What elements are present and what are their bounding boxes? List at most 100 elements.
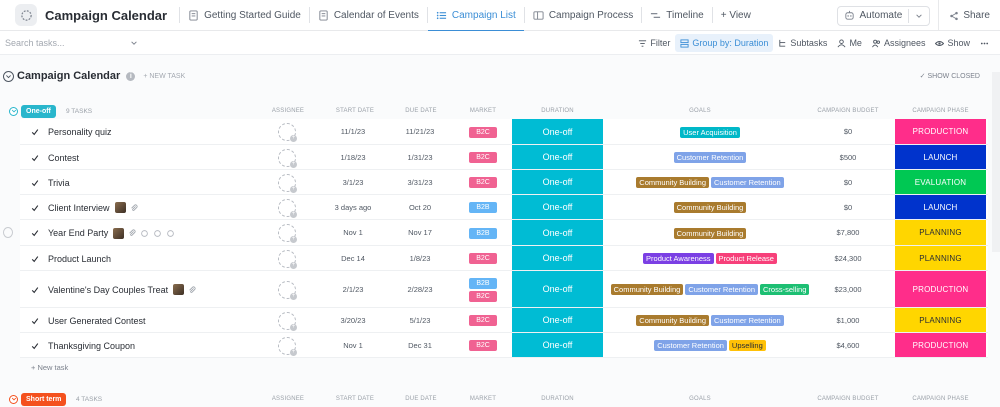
goals-cell[interactable]: Community Building Customer Retention Cros… — [610, 273, 810, 306]
attachment-thumbnail[interactable] — [114, 202, 126, 213]
goals-cell[interactable]: Product Awareness Product Release — [610, 248, 810, 269]
goal-tag[interactable]: Community Building — [636, 177, 709, 188]
paperclip-icon[interactable] — [130, 203, 138, 212]
column-header-start-date[interactable]: START DATE — [335, 396, 375, 402]
duration-cell[interactable]: One-off — [512, 119, 603, 144]
due-date[interactable]: 5/1/23 — [409, 315, 431, 325]
more-options-button[interactable] — [975, 34, 1000, 52]
campaign-budget[interactable]: $500 — [839, 152, 857, 162]
share-button[interactable]: Share — [938, 0, 1000, 31]
duration-cell[interactable]: One-off — [512, 170, 603, 194]
checkmark-icon[interactable] — [31, 154, 39, 162]
duration-cell[interactable]: One-off — [512, 145, 603, 169]
checkmark-icon[interactable] — [31, 179, 39, 187]
table-row[interactable]: Contest 1/18/23 1/31/23 B2C One-off Customer … — [20, 145, 988, 170]
market-tag[interactable]: B2C — [469, 126, 497, 138]
duration-cell[interactable]: One-off — [512, 308, 603, 332]
due-date[interactable]: Nov 17 — [408, 228, 432, 237]
start-date[interactable]: 11/1/23 — [340, 127, 366, 136]
column-header-duration[interactable]: DURATION — [541, 108, 574, 114]
due-date[interactable]: 11/21/23 — [405, 127, 435, 136]
goals-cell[interactable]: Customer Retention Upselling — [610, 335, 810, 356]
campaign-phase[interactable]: LAUNCH — [895, 195, 986, 219]
checkmark-icon[interactable] — [31, 342, 39, 350]
row-action-icon[interactable] — [166, 229, 175, 238]
campaign-budget[interactable]: $24,300 — [834, 253, 862, 263]
due-date[interactable]: 1/31/23 — [407, 152, 433, 162]
market-tag[interactable]: B2B — [469, 227, 497, 239]
task-name-cell[interactable]: Client Interview — [48, 202, 138, 214]
start-date[interactable]: 2/1/23 — [342, 284, 364, 294]
checkmark-icon[interactable] — [31, 204, 39, 212]
column-header-goals[interactable]: GOALS — [689, 396, 711, 402]
column-header-market[interactable]: MARKET — [469, 108, 497, 114]
market-tag[interactable]: B2C — [469, 253, 497, 264]
checkmark-icon[interactable] — [31, 255, 39, 263]
goal-tag[interactable]: Customer Retention — [654, 340, 727, 351]
collapse-list-button[interactable] — [3, 70, 14, 82]
filter-button[interactable]: Filter — [633, 34, 675, 52]
task-name-cell[interactable]: Personality quiz — [48, 126, 112, 138]
duration-cell[interactable]: One-off — [512, 195, 603, 219]
campaign-phase[interactable]: PLANNING — [895, 308, 986, 332]
goal-tag[interactable]: Community Building — [673, 227, 747, 239]
assignee-avatar[interactable] — [278, 311, 297, 331]
task-name[interactable]: Contest — [48, 152, 80, 163]
row-action-icon[interactable] — [140, 229, 149, 238]
goals-cell[interactable]: Community Building Customer Retention — [610, 310, 810, 331]
start-date[interactable]: 3 days ago — [334, 202, 372, 212]
goal-tag[interactable]: Product Awareness — [643, 253, 714, 264]
scrollbar[interactable] — [992, 72, 1000, 252]
task-name[interactable]: Product Launch — [48, 253, 112, 264]
column-header-assignee[interactable]: ASSIGNEE — [271, 396, 305, 402]
row-action-icon[interactable] — [153, 229, 162, 238]
market-tag[interactable]: B2C — [469, 315, 497, 326]
app-title[interactable]: Campaign Calendar — [45, 7, 168, 23]
chevron-down-icon[interactable] — [915, 12, 923, 20]
show-button[interactable]: Show — [930, 34, 975, 52]
duration-cell[interactable]: One-off — [512, 333, 603, 357]
campaign-budget[interactable]: $0 — [843, 177, 853, 187]
goal-tag[interactable]: Community Building — [673, 202, 747, 213]
goal-tag[interactable]: Community Building — [610, 284, 684, 295]
due-date[interactable]: Oct 20 — [408, 202, 432, 212]
group-badge[interactable]: Short term — [21, 392, 67, 406]
task-name-cell[interactable]: Year End Party — [48, 227, 175, 239]
column-header-goals[interactable]: GOALS — [689, 108, 711, 114]
market-tag[interactable]: B2C — [469, 340, 497, 351]
campaign-phase[interactable]: EVALUATION — [895, 170, 986, 194]
task-name-cell[interactable]: Thanksgiving Coupon — [48, 340, 135, 352]
table-row[interactable]: Year End Party Nov 1 Nov 17 B2B One-off Commu… — [20, 220, 988, 246]
due-date[interactable]: 1/8/23 — [409, 253, 431, 263]
task-name[interactable]: User Generated Contest — [48, 315, 146, 326]
duration-cell[interactable]: One-off — [512, 220, 603, 245]
search-input[interactable]: Search tasks... — [5, 38, 138, 48]
campaign-phase[interactable]: PLANNING — [895, 220, 986, 245]
column-header-assignee[interactable]: ASSIGNEE — [271, 108, 305, 114]
start-date[interactable]: 3/1/23 — [342, 177, 364, 187]
campaign-budget[interactable]: $1,000 — [836, 315, 860, 325]
duration-cell[interactable]: One-off — [512, 246, 603, 270]
campaign-budget[interactable]: $4,600 — [836, 340, 860, 350]
group-collapse-button[interactable] — [9, 394, 18, 404]
group-badge[interactable]: One-off — [21, 104, 56, 118]
assignees-button[interactable]: Assignees — [867, 34, 931, 52]
assignee-avatar[interactable] — [278, 336, 297, 356]
checkmark-icon[interactable] — [31, 317, 39, 325]
goal-tag[interactable]: Customer Retention — [711, 177, 784, 188]
column-header-start-date[interactable]: START DATE — [335, 108, 375, 114]
checkmark-icon[interactable] — [31, 229, 39, 237]
task-name-cell[interactable]: Trivia — [48, 177, 70, 189]
due-date[interactable]: 2/28/23 — [407, 284, 433, 294]
due-date[interactable]: 3/31/23 — [407, 177, 433, 187]
chevron-down-icon[interactable] — [130, 39, 138, 47]
duration-cell[interactable]: One-off — [512, 271, 603, 307]
start-date[interactable]: 3/20/23 — [340, 315, 366, 325]
new-task-button[interactable]: + NEW TASK — [143, 72, 186, 80]
table-row[interactable]: Product Launch Dec 14 1/8/23 B2C One-off Prod… — [20, 246, 988, 271]
column-header-due-date[interactable]: DUE DATE — [405, 108, 437, 114]
column-header-campaign-phase[interactable]: CAMPAIGN PHASE — [912, 108, 969, 114]
automate-button[interactable]: Automate — [836, 5, 931, 26]
campaign-budget[interactable]: $23,000 — [834, 284, 862, 294]
tab-campaign-list[interactable]: Campaign List — [427, 0, 524, 32]
